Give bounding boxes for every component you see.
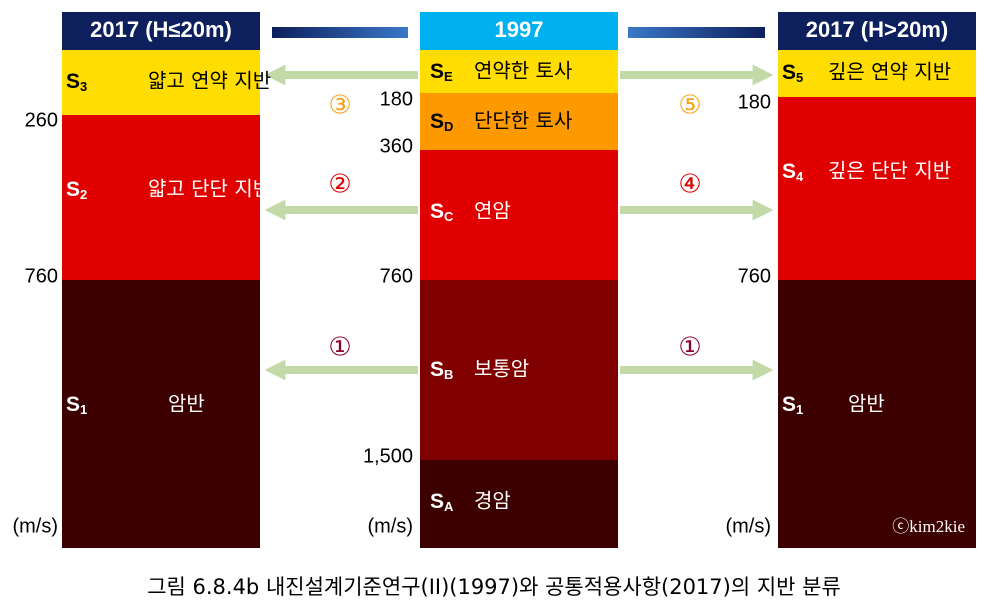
layer-symbol: S: [66, 178, 80, 201]
layer-name: 암반: [848, 392, 885, 416]
layer-code: S2: [66, 178, 87, 203]
arrow-label: ⑤: [678, 91, 701, 121]
caption: 그림 6.8.4b 내진설계기준연구(II)(1997)와 공통적용사항(201…: [147, 575, 841, 599]
layer: [62, 50, 260, 115]
unit: (m/s): [725, 515, 771, 537]
header-box: [778, 12, 976, 50]
layer-subscript: 2: [80, 187, 87, 202]
layer-subscript: 1: [80, 402, 87, 417]
layer-symbol: S: [66, 393, 80, 416]
unit: (m/s): [367, 515, 413, 537]
layer-name: 연암: [474, 199, 511, 223]
boundary: 260: [25, 109, 58, 131]
layer-subscript: C: [444, 209, 454, 224]
layer-code: SA: [430, 490, 454, 515]
layer-symbol: S: [430, 60, 444, 83]
layer-symbol: S: [782, 393, 796, 416]
unit: (m/s): [12, 515, 58, 537]
boundary: 1,500: [363, 445, 413, 467]
boundary: 760: [25, 265, 58, 287]
watermark: ⓒkim2kie: [892, 517, 965, 536]
layer-subscript: A: [444, 499, 454, 514]
layer-symbol: S: [430, 200, 444, 223]
layer-subscript: 3: [80, 79, 87, 94]
layer-subscript: 4: [796, 169, 804, 184]
layer-name: 보통암: [474, 357, 529, 381]
layer-subscript: B: [444, 367, 453, 382]
layer-name: 연약한 토사: [474, 59, 572, 83]
layer-code: S1: [782, 393, 803, 418]
header-box: [62, 12, 260, 50]
header: 2017 (H≤20m): [90, 17, 232, 42]
boundary: 180: [380, 88, 413, 110]
layer-symbol: S: [430, 358, 444, 381]
layer-name: 경암: [474, 489, 511, 513]
layer-subscript: E: [444, 69, 453, 84]
layer-name: 단단한 토사: [474, 109, 572, 133]
layer-subscript: D: [444, 119, 453, 134]
layer: [420, 50, 618, 93]
layer-subscript: 1: [796, 402, 803, 417]
layer-code: SE: [430, 60, 453, 85]
arrow-label: ③: [328, 91, 351, 121]
layer-symbol: S: [782, 160, 796, 183]
layer: [420, 280, 618, 460]
layer-symbol: S: [430, 110, 444, 133]
boundary: 180: [738, 91, 771, 113]
gradient-bar: [628, 27, 765, 38]
header-box: [420, 12, 618, 50]
layer-code: SC: [430, 200, 454, 225]
header: 2017 (H>20m): [806, 17, 948, 42]
layer-name: 암반: [168, 392, 205, 416]
header: 1997: [495, 17, 544, 42]
layer-name: 얇고 단단 지반: [148, 177, 271, 201]
boundary: 760: [380, 265, 413, 287]
arrow-label: ②: [328, 170, 351, 200]
arrow-label: ④: [678, 170, 701, 200]
layer: [778, 280, 976, 548]
arrows: [264, 64, 774, 381]
layer-symbol: S: [430, 490, 444, 513]
layer-symbol: S: [782, 61, 796, 84]
layer-symbol: S: [66, 70, 80, 93]
layer: [62, 280, 260, 548]
arrow-label: ①: [678, 333, 701, 363]
layer-name: 깊은 연약 지반: [828, 60, 951, 84]
layer-code: SD: [430, 110, 453, 135]
layer-code: S5: [782, 61, 803, 86]
layer-code: S4: [782, 160, 804, 185]
layer: [778, 50, 976, 97]
boundary: 760: [738, 265, 771, 287]
layer-subscript: 5: [796, 70, 803, 85]
layer: [778, 97, 976, 280]
arrow-label: ①: [328, 333, 351, 363]
layer-name: 얇고 연약 지반: [148, 69, 271, 93]
gradient-bar: [272, 27, 408, 38]
layer: [420, 93, 618, 150]
layer-name: 깊은 단단 지반: [828, 159, 951, 183]
layer-code: SB: [430, 358, 453, 383]
layer: [420, 150, 618, 280]
boundary: 360: [380, 135, 413, 157]
layer: [62, 115, 260, 280]
layer: [420, 460, 618, 548]
layer-code: S3: [66, 70, 87, 95]
layer-code: S1: [66, 393, 87, 418]
